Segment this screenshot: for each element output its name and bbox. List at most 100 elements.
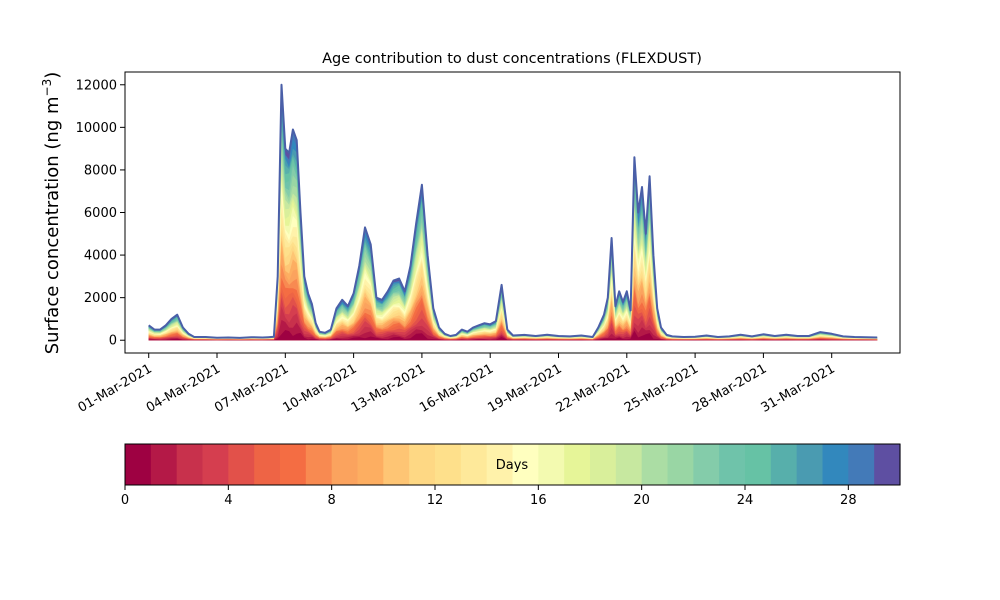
chart-title: Age contribution to dust concentrations … xyxy=(322,51,702,67)
x-tick-label: 04-Mar-2021 xyxy=(144,361,223,415)
y-axis-label-close: ) xyxy=(42,72,63,79)
y-axis-label: Surface concentration (ng m−3) xyxy=(40,72,63,355)
age-layer-16 xyxy=(148,180,878,341)
colorbar-cell xyxy=(150,444,178,485)
age-layer-21 xyxy=(148,136,878,341)
y-tick-label: 12000 xyxy=(76,78,117,93)
colorbar-cell xyxy=(615,444,643,485)
age-layer-5 xyxy=(148,287,878,341)
colorbar-cell xyxy=(564,444,591,485)
x-tick-label: 16-Mar-2021 xyxy=(417,361,496,415)
y-tick-label: 8000 xyxy=(84,163,117,178)
colorbar-tick-label: 16 xyxy=(530,493,547,508)
colorbar-cell xyxy=(770,444,798,485)
y-tick-label: 0 xyxy=(109,334,117,349)
y-axis-label-main: Surface concentration (ng m xyxy=(42,96,63,354)
colorbar-cell xyxy=(590,444,617,485)
stacked-area-layers xyxy=(148,84,878,341)
colorbar-cell xyxy=(796,444,824,485)
colorbar-cell xyxy=(874,444,901,485)
age-layer-12 xyxy=(148,223,878,341)
colorbar-cell xyxy=(512,444,539,485)
colorbar-tick-label: 12 xyxy=(427,493,444,508)
colorbar-cells xyxy=(125,444,901,485)
age-layer-15 xyxy=(148,186,878,341)
age-layer-24 xyxy=(148,122,878,341)
colorbar: Days 0 4 8 12 16 20 24 28 xyxy=(121,443,901,508)
colorbar-label: Days xyxy=(496,458,529,473)
age-layer-8 xyxy=(148,250,878,341)
colorbar-cell xyxy=(667,444,694,485)
colorbar-ticks: 0 4 8 12 16 20 24 28 xyxy=(121,485,857,508)
age-layer-23 xyxy=(148,126,878,341)
age-layer-9 xyxy=(148,240,878,341)
x-tick-label: 07-Mar-2021 xyxy=(212,361,291,415)
age-layer-19 xyxy=(148,160,878,341)
age-layer-29 xyxy=(148,84,878,341)
colorbar-cell xyxy=(822,444,849,485)
age-layer-10 xyxy=(148,235,878,341)
x-tick-label: 10-Mar-2021 xyxy=(280,361,359,415)
plot-frame xyxy=(124,71,901,354)
age-layer-14 xyxy=(148,197,878,341)
age-layer-6 xyxy=(148,277,878,341)
colorbar-cell xyxy=(280,444,307,485)
colorbar-cell xyxy=(460,444,488,485)
age-layer-28 xyxy=(148,85,878,341)
y-tick-label: 2000 xyxy=(84,291,117,306)
age-layer-4 xyxy=(148,292,878,341)
colorbar-cell xyxy=(435,444,462,485)
total-concentration-line xyxy=(148,83,878,339)
age-layer-25 xyxy=(148,114,878,341)
age-layer-17 xyxy=(148,176,878,341)
colorbar-cell xyxy=(357,444,384,485)
colorbar-cell xyxy=(228,444,255,485)
colorbar-cell xyxy=(331,444,359,485)
y-tick-label: 6000 xyxy=(84,206,117,221)
x-tick-label: 28-Mar-2021 xyxy=(690,361,769,415)
y-axis-label-superscript: −3 xyxy=(40,79,54,97)
age-layer-26 xyxy=(148,102,878,341)
y-axis-ticks: 0 2000 4000 6000 8000 10000 12000 xyxy=(76,78,125,349)
colorbar-tick-label: 20 xyxy=(633,493,650,508)
colorbar-cell xyxy=(305,444,333,485)
age-layer-1 xyxy=(148,319,878,341)
age-layer-11 xyxy=(148,230,878,341)
colorbar-cell xyxy=(745,444,772,485)
colorbar-tick-label: 8 xyxy=(328,493,336,508)
x-tick-label: 25-Mar-2021 xyxy=(622,361,701,415)
age-layer-22 xyxy=(148,129,878,341)
age-layer-18 xyxy=(148,171,878,341)
age-layer-3 xyxy=(148,297,878,341)
age-layer-13 xyxy=(148,211,878,341)
colorbar-cell xyxy=(254,444,281,485)
y-tick-label: 10000 xyxy=(76,121,117,136)
y-tick-label: 4000 xyxy=(84,249,117,264)
colorbar-tick-label: 28 xyxy=(840,493,857,508)
colorbar-cell xyxy=(486,444,514,485)
x-tick-label: 22-Mar-2021 xyxy=(554,361,633,415)
colorbar-cell xyxy=(383,444,410,485)
age-layer-27 xyxy=(148,91,878,341)
colorbar-cell xyxy=(693,444,720,485)
colorbar-cell xyxy=(125,444,152,485)
x-tick-label: 31-Mar-2021 xyxy=(759,361,838,415)
x-axis-ticks: 01-Mar-202104-Mar-202107-Mar-202110-Mar-… xyxy=(76,353,838,416)
colorbar-tick-label: 24 xyxy=(737,493,754,508)
colorbar-cell xyxy=(641,444,669,485)
colorbar-cell xyxy=(719,444,746,485)
x-tick-label: 13-Mar-2021 xyxy=(349,361,428,415)
colorbar-cell xyxy=(176,444,204,485)
colorbar-cell xyxy=(409,444,436,485)
colorbar-cell xyxy=(202,444,229,485)
colorbar-cell xyxy=(848,444,875,485)
age-layer-2 xyxy=(148,306,878,341)
colorbar-frame xyxy=(124,443,901,486)
colorbar-cell xyxy=(538,444,565,485)
colorbar-tick-label: 0 xyxy=(121,493,129,508)
age-layer-7 xyxy=(148,264,878,341)
x-tick-label: 01-Mar-2021 xyxy=(76,361,155,415)
age-layer-20 xyxy=(148,147,878,341)
